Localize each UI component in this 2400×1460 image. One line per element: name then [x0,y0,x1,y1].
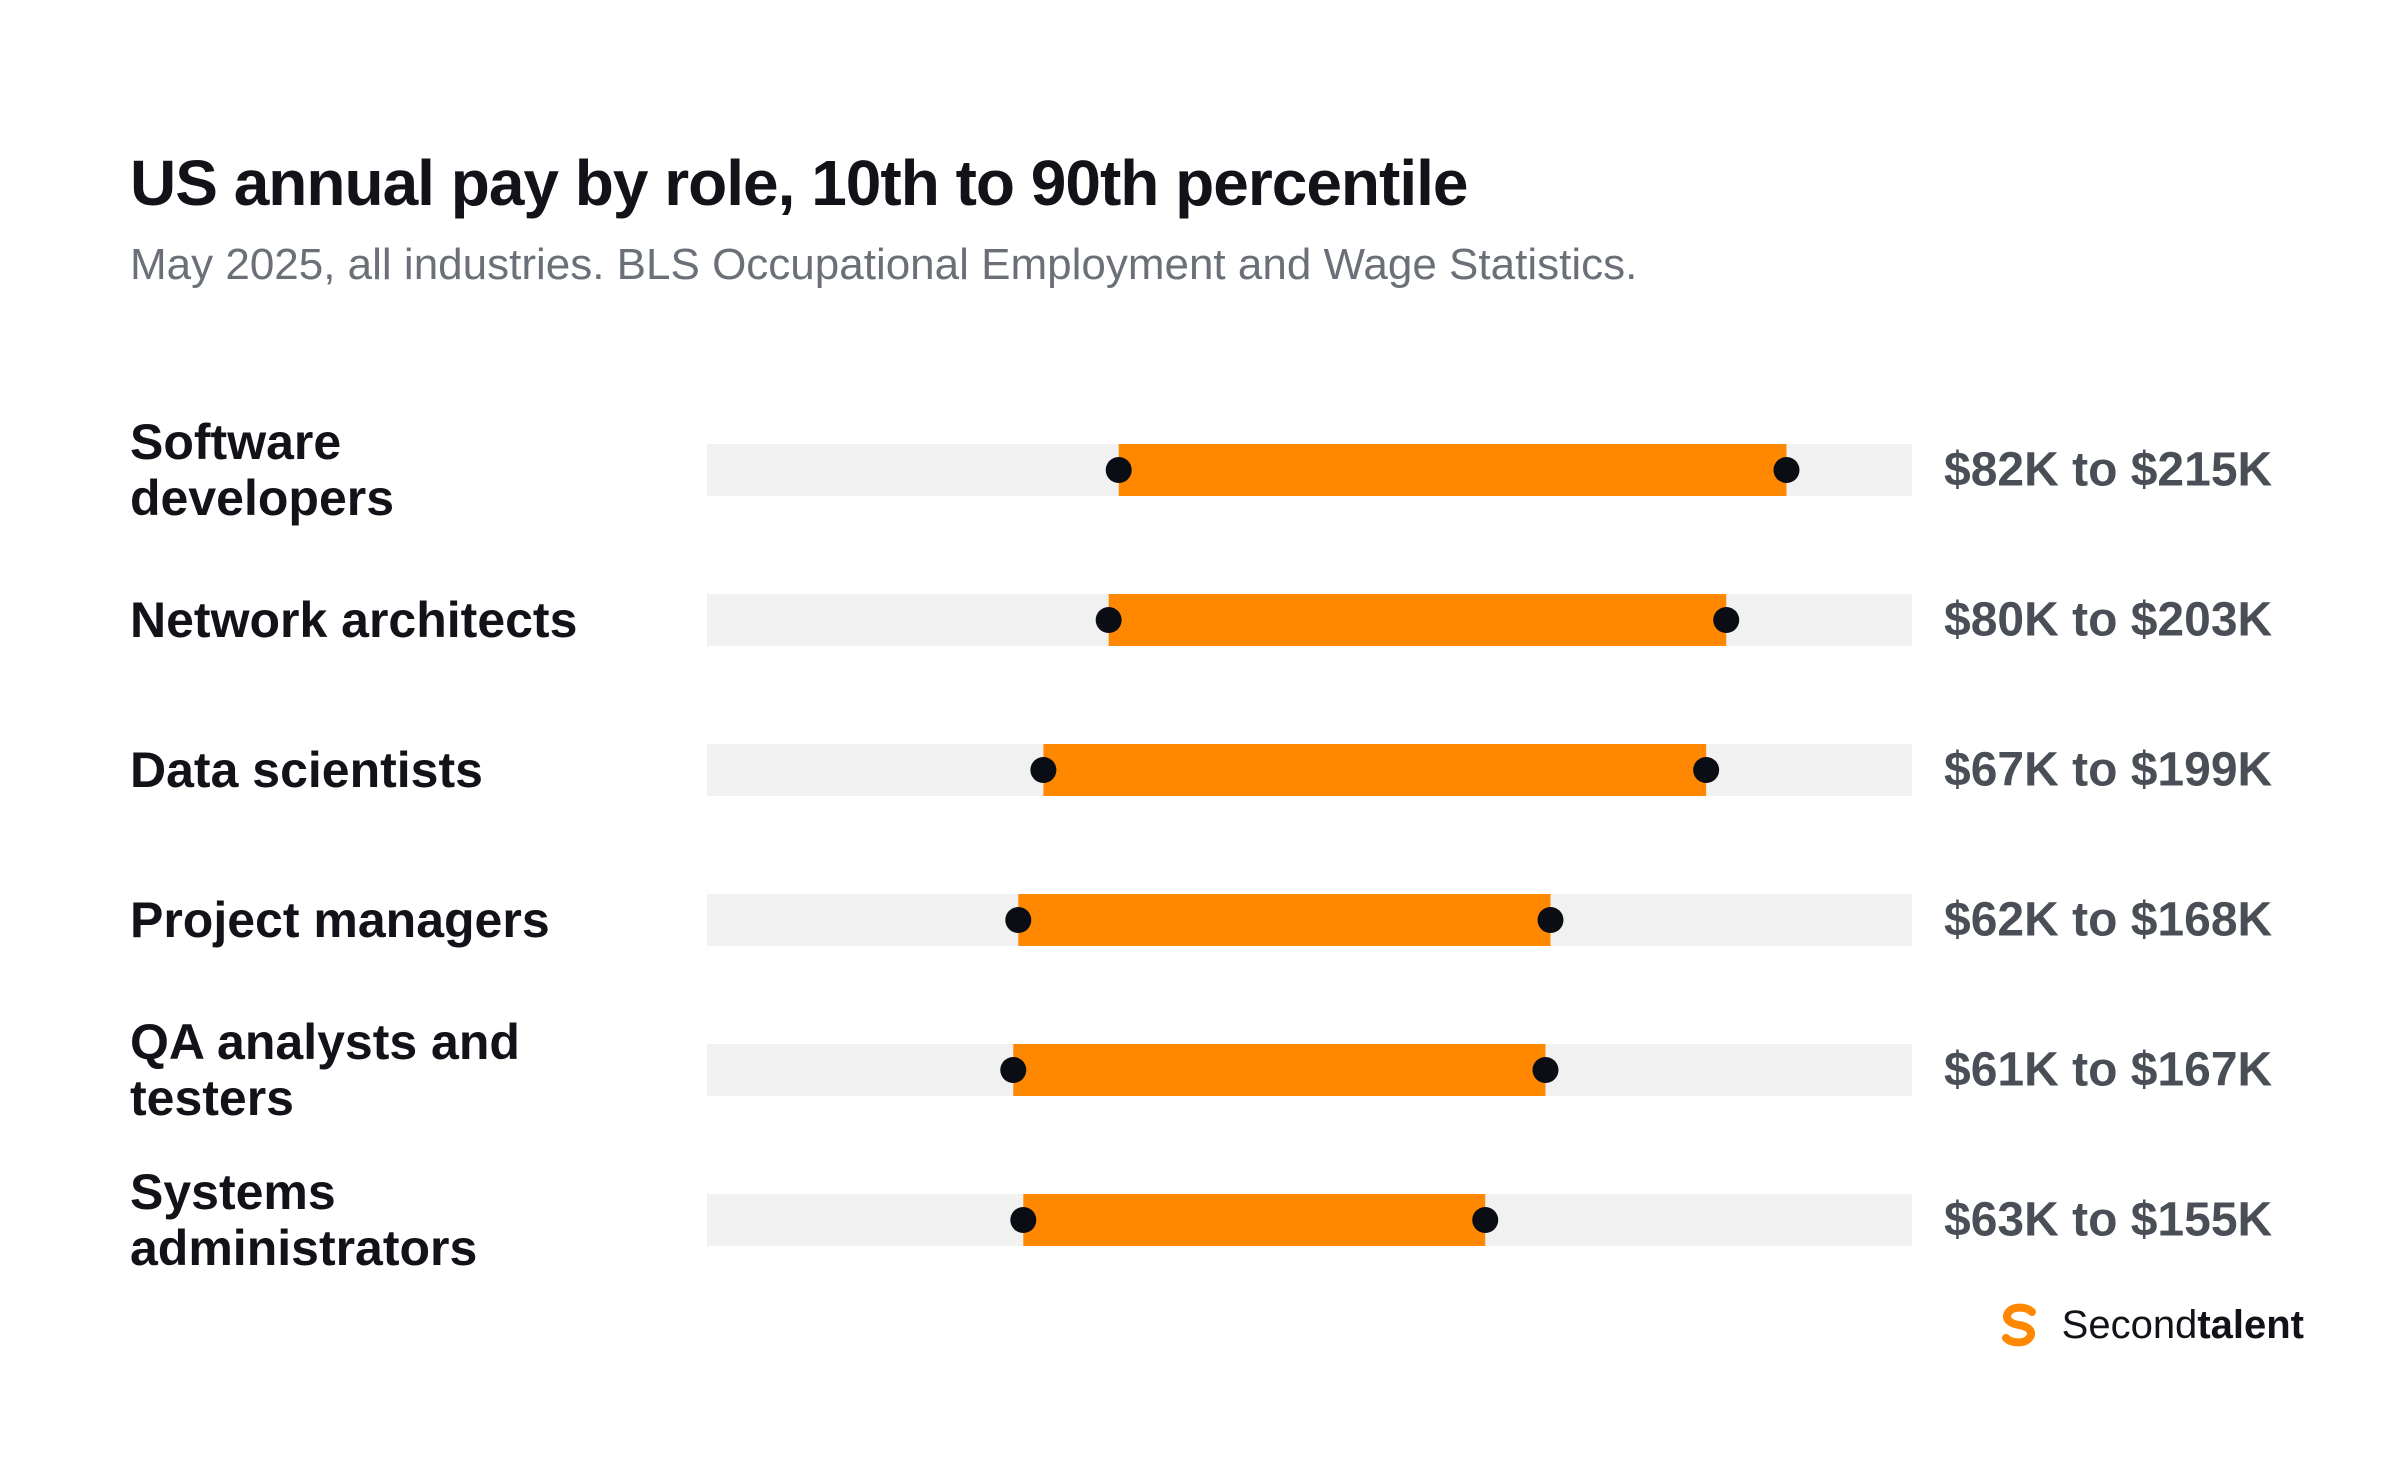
range-bar [1023,1194,1486,1246]
range-bar [1043,744,1707,796]
p10-dot [1095,607,1122,633]
p10-dot [1000,1057,1027,1083]
p90-dot [1532,1057,1559,1083]
role-label: QA analysts and testers [130,1014,520,1126]
range-bar [1108,594,1727,646]
p90-dot [1713,607,1740,633]
role-label-line: Systems [130,1164,336,1220]
p90-dot [1693,757,1720,783]
role-label-line: testers [130,1070,294,1126]
role-label: Systems administrators [130,1164,477,1276]
range-value-label: $63K to $155K [1944,1194,2273,1247]
chart-subtitle: May 2025, all industries. BLS Occupation… [130,240,1638,289]
range-bar [1013,1044,1546,1096]
range-value-label: $67K to $199K [1944,744,2273,797]
range-value-label: $80K to $203K [1944,594,2273,647]
p10-dot [1105,457,1132,483]
p90-dot [1773,457,1800,483]
range-bar [1018,894,1551,946]
role-label-line: Data scientists [130,742,483,798]
role-label: Project managers [130,892,550,948]
brand-name-bold: talent [2197,1302,2304,1347]
range-bar [1118,444,1787,496]
chart-title: US annual pay by role, 10th to 90th perc… [130,147,1468,219]
p10-dot [1010,1207,1037,1233]
role-label-line: Project managers [130,892,550,948]
role-label: Data scientists [130,742,483,798]
role-label-line: developers [130,470,394,526]
role-label: Network architects [130,592,577,648]
role-label: Software developers [130,414,394,526]
p10-dot [1005,907,1032,933]
role-label-line: QA analysts and [130,1014,520,1070]
p10-dot [1030,757,1057,783]
brand-name-regular: Second [2061,1302,2198,1347]
range-value-label: $62K to $168K [1944,894,2273,947]
p90-dot [1472,1207,1499,1233]
role-label-line: Network architects [130,592,577,648]
role-label-line: Software [130,414,341,470]
range-value-label: $82K to $215K [1944,444,2273,497]
p90-dot [1537,907,1564,933]
range-value-label: $61K to $167K [1944,1044,2273,1097]
brand-logo: Secondtalent [1992,1298,2304,1352]
role-label-line: administrators [130,1220,477,1276]
secondtalent-logo-icon [2001,1303,2036,1347]
